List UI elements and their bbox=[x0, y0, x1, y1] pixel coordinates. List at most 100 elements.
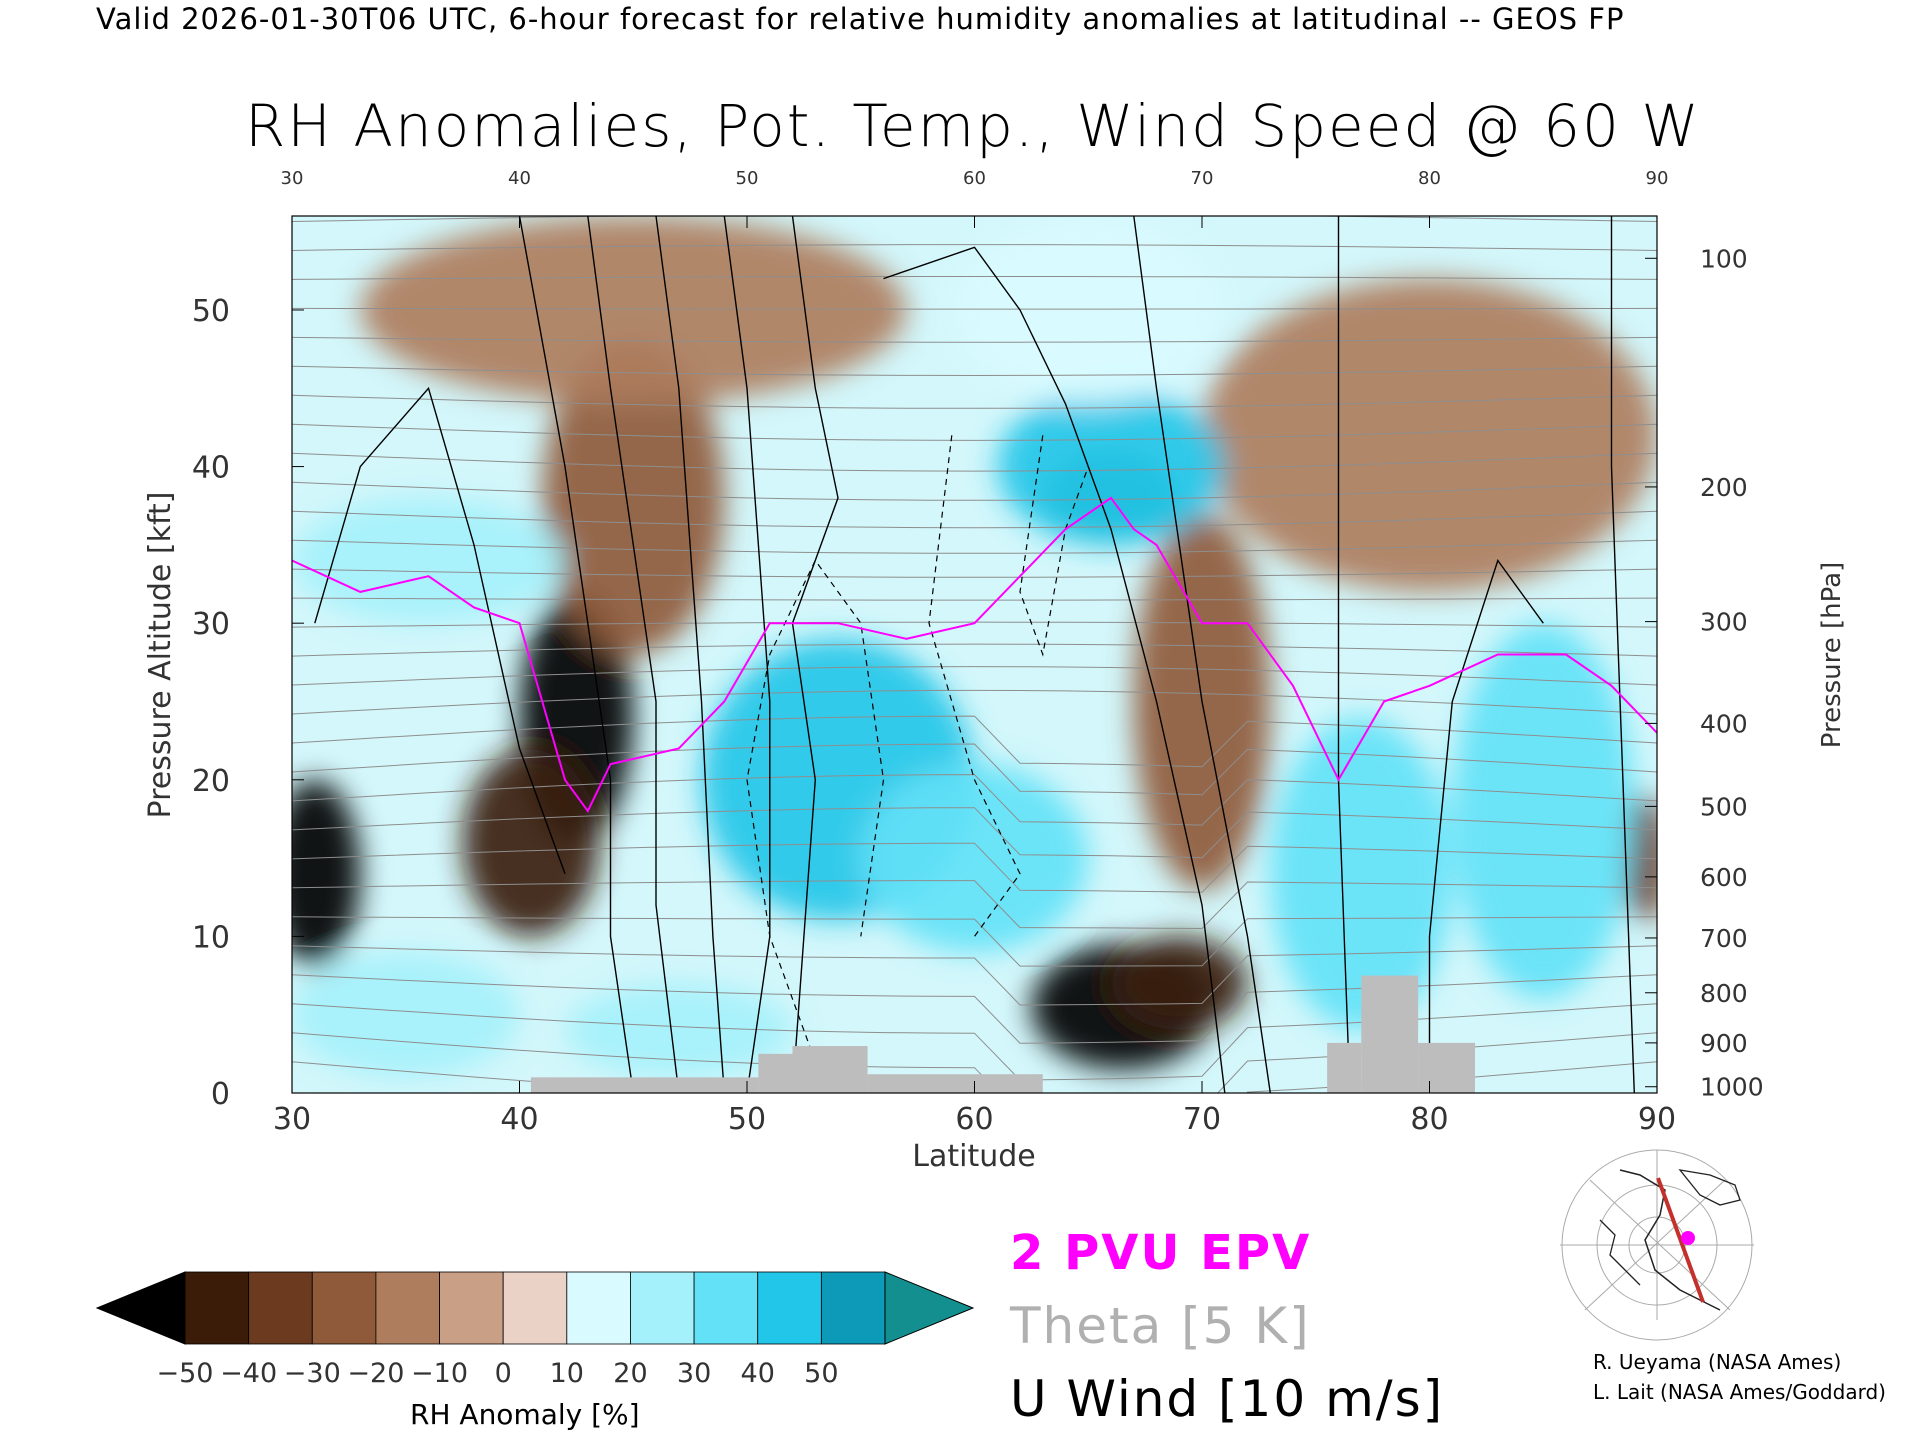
axes: 3030404050506060707080809090010203040501… bbox=[192, 168, 1764, 1137]
rh-blob bbox=[565, 983, 793, 1078]
plot-area bbox=[291, 215, 1658, 1094]
wind-contour-negative bbox=[1019, 435, 1089, 657]
terrain-block bbox=[758, 1053, 793, 1093]
wind-contour bbox=[883, 246, 1226, 1093]
theta-contour bbox=[292, 643, 1657, 657]
wind-contour bbox=[518, 216, 634, 1093]
wind-contour-negative bbox=[928, 435, 1021, 937]
colorbar-tick-label: −50 bbox=[157, 1358, 214, 1389]
theta-contour bbox=[292, 276, 1657, 280]
colorbar-cell bbox=[439, 1271, 504, 1345]
theta-contour bbox=[292, 423, 1657, 441]
wind-contour bbox=[791, 216, 839, 1093]
legend-theta: Theta [5 K] bbox=[1010, 1297, 1311, 1355]
x-tick-label-top: 80 bbox=[1418, 168, 1441, 189]
x-tick-label: 50 bbox=[728, 1102, 766, 1137]
colorbar-cell bbox=[693, 1271, 759, 1345]
rh-blob bbox=[360, 216, 907, 404]
colorbar-cell bbox=[630, 1271, 695, 1345]
rh-blob bbox=[1111, 936, 1248, 1031]
x-tick-label-top: 50 bbox=[736, 168, 759, 189]
x-tick-label: 60 bbox=[955, 1102, 993, 1137]
theta-contour bbox=[292, 880, 1657, 930]
theta-contour bbox=[292, 743, 1657, 796]
theta-contour bbox=[292, 916, 1657, 967]
theta-contour bbox=[292, 365, 1657, 377]
colorbar-label: RH Anomaly [%] bbox=[410, 1398, 640, 1431]
terrain-block bbox=[792, 1046, 868, 1093]
rh-blob bbox=[860, 764, 1089, 953]
rh-blob bbox=[292, 952, 520, 1078]
wind-contour bbox=[1428, 558, 1544, 1093]
colorbar: −50 −40 −30 −20 −10 0 10 20 30 40 50 bbox=[95, 1271, 975, 1389]
p-tick-label: 700 bbox=[1700, 924, 1748, 953]
rh-blob bbox=[997, 388, 1225, 545]
colorbar-tick-label: 10 bbox=[550, 1358, 584, 1389]
wind-contour-negative bbox=[746, 559, 885, 1062]
colorbar-cell bbox=[820, 1271, 886, 1345]
p-tick-label: 400 bbox=[1700, 709, 1748, 738]
p-tick-label: 1000 bbox=[1700, 1073, 1764, 1102]
x-tick-label-top: 30 bbox=[281, 168, 304, 189]
wind-contour bbox=[314, 386, 566, 875]
p-tick-label: 600 bbox=[1700, 863, 1748, 892]
colorbar-cell bbox=[248, 1271, 313, 1345]
colorbar-tick-label: 40 bbox=[741, 1358, 775, 1389]
theta-contour bbox=[292, 666, 1657, 686]
colorbar-cell bbox=[566, 1271, 631, 1345]
terrain bbox=[530, 975, 1475, 1093]
wind-contour bbox=[587, 216, 680, 1093]
colorbar-tick-label: −30 bbox=[284, 1358, 341, 1389]
rh-blob bbox=[462, 748, 600, 937]
y-tick-label: 30 bbox=[192, 607, 230, 642]
y-tick-label: 20 bbox=[192, 764, 230, 799]
colorbar-cell bbox=[184, 1271, 250, 1345]
colorbar-tick-label: 0 bbox=[495, 1358, 512, 1389]
wind-contour bbox=[655, 216, 725, 1093]
x-tick-label: 30 bbox=[273, 1102, 311, 1137]
x-tick-label-top: 70 bbox=[1191, 168, 1214, 189]
colorbar-cell bbox=[375, 1271, 440, 1345]
x-tick-label: 40 bbox=[500, 1102, 538, 1137]
terrain-block bbox=[1361, 975, 1419, 1093]
theta-contour bbox=[292, 539, 1657, 554]
rh-blob bbox=[292, 779, 361, 968]
section-line bbox=[1656, 1177, 1705, 1303]
legend-epv: 2 PVU EPV bbox=[1010, 1225, 1312, 1281]
header-text: Valid 2026-01-30T06 UTC, 6-hour forecast… bbox=[96, 2, 1625, 36]
x-tick-label: 80 bbox=[1410, 1102, 1448, 1137]
terrain-block bbox=[1327, 1042, 1362, 1093]
colorbar-cell bbox=[502, 1271, 568, 1345]
theta-contour bbox=[292, 452, 1657, 472]
terrain-block bbox=[530, 1077, 759, 1093]
y-tick-label: 50 bbox=[192, 294, 230, 329]
pv2-contour bbox=[292, 496, 1657, 814]
x-label: Latitude bbox=[912, 1139, 1035, 1174]
rh-blob bbox=[951, 216, 1225, 404]
section-midpoint bbox=[1681, 1231, 1695, 1245]
terrain-block bbox=[867, 1074, 1043, 1093]
theta-contour bbox=[292, 689, 1657, 715]
theta-contour bbox=[292, 597, 1657, 601]
theta-contour bbox=[292, 510, 1657, 529]
wind-contour bbox=[1610, 216, 1635, 1093]
rh-anomaly-field bbox=[292, 216, 1657, 1078]
x-tick-label: 90 bbox=[1638, 1102, 1676, 1137]
colorbar-tick-label: −10 bbox=[411, 1358, 468, 1389]
theta-contour bbox=[292, 842, 1657, 893]
rh-blob bbox=[1452, 623, 1635, 1000]
y-axis-label-left: Pressure Altitude [kft] bbox=[143, 492, 178, 819]
theta-contour bbox=[292, 336, 1657, 343]
colorbar-tick-label: 30 bbox=[677, 1358, 711, 1389]
wind-contour bbox=[1337, 216, 1351, 1093]
x-tick-label-top: 40 bbox=[508, 168, 531, 189]
theta-contour bbox=[292, 481, 1657, 501]
x-tick-label-top: 60 bbox=[963, 168, 986, 189]
colorbar-tick-label: 50 bbox=[804, 1358, 838, 1389]
colorbar-under bbox=[95, 1271, 186, 1345]
x-tick-label: 70 bbox=[1183, 1102, 1221, 1137]
theta-contour bbox=[292, 307, 1657, 310]
legend-wind: U Wind [10 m/s] bbox=[1010, 1370, 1445, 1428]
y-tick-label: 10 bbox=[192, 920, 230, 955]
